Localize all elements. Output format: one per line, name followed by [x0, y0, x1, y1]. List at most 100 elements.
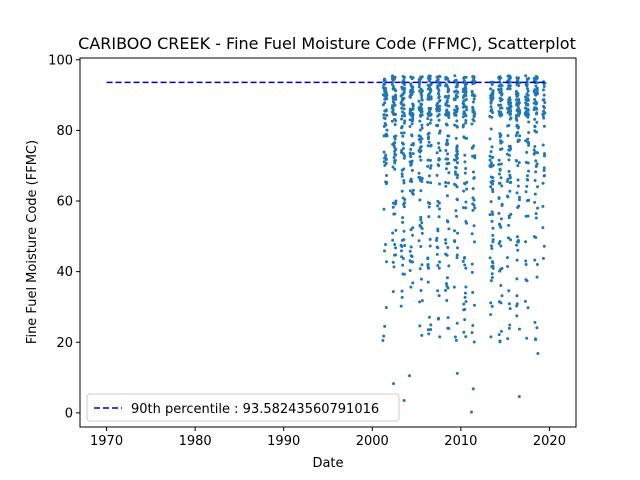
- data-point: [462, 189, 466, 193]
- data-point: [446, 316, 450, 320]
- data-point: [464, 206, 468, 210]
- data-point: [402, 178, 406, 182]
- data-point: [489, 279, 493, 283]
- data-point: [420, 231, 424, 235]
- data-point: [402, 121, 406, 125]
- data-point: [445, 276, 449, 280]
- data-point: [471, 146, 475, 150]
- data-point: [447, 326, 451, 330]
- data-point: [411, 233, 415, 237]
- data-point: [392, 156, 396, 160]
- data-point: [446, 87, 450, 91]
- data-point: [409, 155, 413, 159]
- data-point: [516, 184, 520, 188]
- data-point: [526, 108, 530, 112]
- data-point: [417, 85, 421, 89]
- data-point: [455, 149, 459, 153]
- data-point: [515, 235, 519, 239]
- x-tick-label: 2010: [444, 434, 477, 449]
- data-point: [463, 291, 467, 295]
- data-point: [444, 241, 448, 245]
- data-point: [508, 148, 512, 152]
- data-point: [464, 200, 468, 204]
- data-point: [419, 244, 423, 248]
- data-point: [419, 218, 423, 222]
- data-point: [427, 113, 431, 117]
- data-point: [515, 314, 519, 318]
- data-point: [464, 121, 468, 125]
- data-point: [470, 331, 474, 335]
- data-point: [438, 207, 442, 211]
- data-point: [393, 158, 397, 162]
- data-point: [497, 211, 501, 215]
- data-point: [426, 158, 430, 162]
- data-point: [524, 74, 528, 78]
- data-point: [438, 83, 442, 87]
- data-point: [403, 114, 407, 118]
- data-point: [533, 258, 537, 262]
- data-point: [393, 103, 397, 107]
- data-point: [455, 176, 459, 180]
- data-point: [454, 183, 458, 187]
- data-point: [411, 102, 415, 106]
- data-point: [489, 165, 493, 169]
- data-point: [445, 194, 449, 198]
- data-point: [526, 174, 530, 178]
- data-point: [517, 101, 521, 105]
- data-point: [525, 83, 529, 87]
- data-point: [444, 167, 448, 171]
- data-point: [437, 164, 441, 168]
- data-point: [411, 116, 415, 120]
- data-point: [418, 324, 422, 328]
- data-point: [491, 91, 495, 95]
- data-point: [472, 115, 476, 119]
- data-point: [533, 98, 537, 102]
- data-point: [453, 123, 457, 127]
- data-point: [392, 144, 396, 148]
- data-point: [382, 83, 386, 87]
- data-point: [507, 153, 511, 157]
- data-point: [465, 221, 469, 225]
- data-point: [409, 84, 413, 88]
- data-point: [461, 125, 465, 129]
- data-point: [509, 112, 513, 116]
- data-point: [471, 154, 475, 158]
- data-point: [524, 259, 528, 263]
- data-point: [518, 134, 522, 138]
- data-point: [411, 188, 415, 192]
- data-point: [420, 299, 424, 303]
- data-point: [469, 410, 473, 414]
- data-point: [418, 223, 422, 227]
- data-point: [411, 226, 415, 230]
- data-point: [383, 90, 387, 94]
- data-point: [490, 145, 494, 149]
- data-point: [516, 126, 520, 130]
- data-point: [445, 253, 449, 257]
- data-point: [471, 187, 475, 191]
- data-point: [427, 315, 431, 319]
- data-point: [516, 178, 520, 182]
- data-point: [527, 169, 531, 173]
- data-point: [454, 166, 458, 170]
- data-point: [473, 156, 477, 160]
- data-point: [385, 128, 389, 132]
- data-point: [381, 338, 385, 342]
- data-point: [437, 118, 441, 122]
- data-point: [542, 166, 546, 170]
- data-point: [394, 228, 398, 232]
- data-point: [445, 299, 449, 303]
- data-point: [417, 78, 421, 82]
- x-tick-label: 2020: [533, 434, 566, 449]
- data-point: [472, 176, 476, 180]
- data-point: [470, 262, 474, 266]
- data-point: [542, 93, 546, 97]
- data-point: [498, 84, 502, 88]
- data-point: [534, 75, 538, 79]
- data-point: [514, 117, 518, 121]
- data-point: [463, 182, 467, 186]
- data-point: [401, 74, 405, 78]
- data-point: [438, 260, 441, 264]
- data-point: [437, 294, 441, 298]
- data-point: [445, 123, 449, 127]
- data-point: [446, 152, 450, 156]
